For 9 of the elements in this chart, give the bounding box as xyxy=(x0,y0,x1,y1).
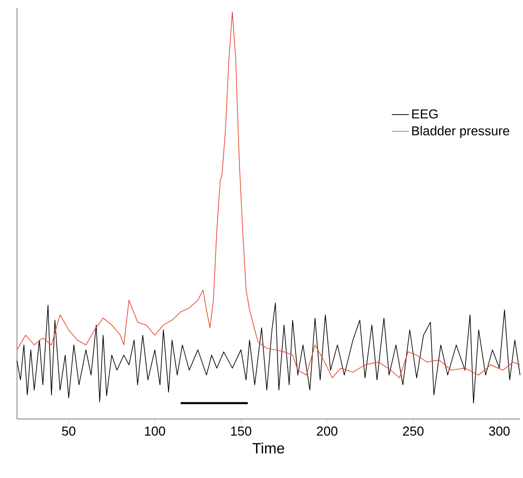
legend-label: EEG xyxy=(412,109,438,119)
x-axis-title: Time xyxy=(252,442,284,454)
x-tick-label: 100 xyxy=(144,426,166,436)
legend-label: Bladder pressure xyxy=(412,126,510,138)
x-tick-label: 300 xyxy=(489,426,510,436)
x-tick-label: 250 xyxy=(403,426,424,436)
x-tick-label: 50 xyxy=(62,426,76,436)
x-tick-label: 200 xyxy=(316,426,338,436)
x-tick-label: 150 xyxy=(231,426,252,436)
